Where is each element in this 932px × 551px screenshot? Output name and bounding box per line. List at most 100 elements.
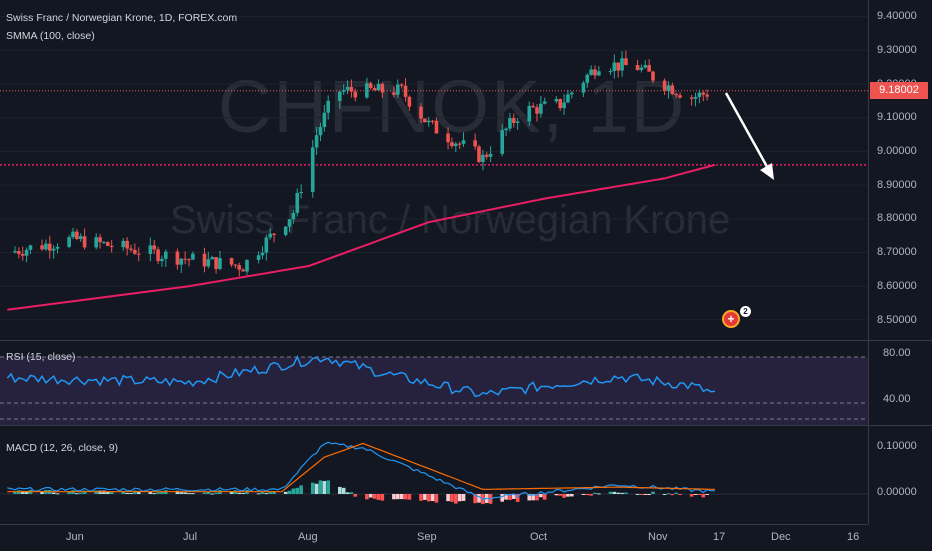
macd-histogram-bar — [454, 494, 458, 504]
macd-histogram-bar — [612, 491, 617, 494]
candle-body — [624, 58, 628, 66]
macd-histogram-bar — [183, 492, 187, 494]
macd-pane[interactable]: MACD (12, 26, close, 9) — [0, 426, 868, 524]
macd-histogram-bar — [376, 494, 381, 500]
candle-body — [670, 85, 675, 95]
macd-histogram-bar — [434, 494, 439, 503]
macd-histogram-bar — [214, 492, 218, 494]
candle-body — [48, 243, 52, 251]
time-axis[interactable]: Jun Jul Aug Sep Oct Nov 17 Dec 16 — [0, 524, 868, 551]
price-tick: 8.50000 — [877, 314, 917, 326]
candle-body — [454, 143, 458, 147]
macd-histogram-bar — [75, 493, 79, 495]
candle-body — [531, 105, 535, 108]
macd-histogram-bar — [678, 494, 682, 495]
macd-histogram-bar — [504, 494, 508, 500]
candle-body — [635, 65, 640, 71]
candle-body — [570, 92, 574, 95]
price-tick: 8.90000 — [877, 179, 917, 191]
swiss-flag-icon[interactable]: + — [722, 310, 740, 328]
candle-body — [616, 62, 620, 71]
candle-body — [272, 233, 276, 235]
candle-body — [535, 107, 539, 114]
candle-body — [674, 94, 678, 96]
candle-body — [372, 88, 377, 91]
candle-body — [187, 259, 191, 261]
rsi-tick: 40.00 — [883, 393, 911, 405]
rsi-legend[interactable]: RSI (15, close) — [6, 351, 76, 363]
candle-body — [125, 240, 129, 249]
candle-body — [13, 251, 17, 253]
price-tick: 8.60000 — [877, 280, 917, 292]
price-tick: 9.30000 — [877, 44, 917, 56]
candle-body — [245, 259, 249, 272]
macd-histogram-bar — [620, 492, 624, 494]
candle-body — [515, 121, 520, 123]
candle-body — [345, 86, 350, 90]
macd-histogram-bar — [535, 494, 539, 501]
candle-body — [473, 140, 477, 147]
candle-body — [457, 143, 462, 145]
event-count-badge[interactable]: 2 — [740, 306, 751, 317]
price-chart-svg[interactable] — [0, 0, 868, 340]
candle-body — [376, 83, 381, 91]
candle-body — [430, 120, 435, 122]
candle-body — [287, 219, 292, 227]
price-tick: 9.00000 — [877, 145, 917, 157]
macd-histogram-bar — [310, 482, 315, 494]
rsi-line — [6, 355, 715, 398]
time-tick: 16 — [847, 531, 860, 543]
candle-body — [666, 85, 671, 91]
candle-body — [218, 258, 222, 269]
macd-histogram-bar — [562, 494, 566, 498]
rsi-pane[interactable]: RSI (15, close) — [0, 341, 868, 425]
macd-histogram-bar — [635, 493, 640, 495]
macd-histogram-bar — [24, 490, 29, 494]
candle-body — [136, 253, 141, 255]
price-pane[interactable]: CHFNOK, 1D Swiss Franc / Norwegian Krone… — [0, 0, 868, 340]
pane-separator[interactable] — [0, 425, 932, 426]
candle-body — [481, 154, 485, 163]
candle-body — [697, 92, 702, 97]
candle-body — [542, 101, 547, 104]
candle-body — [322, 112, 327, 128]
candle-body — [75, 231, 79, 239]
macd-histogram-bar — [237, 492, 242, 494]
macd-histogram-bar — [67, 491, 71, 494]
candle-body — [593, 69, 597, 76]
macd-histogram-bar — [515, 494, 520, 502]
candle-body — [508, 118, 512, 129]
macd-histogram-bar — [210, 493, 214, 495]
macd-histogram-bar — [693, 494, 698, 495]
signal-line — [7, 442, 715, 493]
macd-histogram-bar — [477, 494, 481, 503]
macd-histogram-bar — [593, 492, 597, 494]
time-tick: Dec — [771, 531, 791, 543]
time-tick: Jul — [183, 531, 198, 543]
macd-histogram-bar — [585, 494, 590, 496]
macd-histogram-bar — [597, 493, 601, 495]
macd-legend[interactable]: MACD (12, 26, close, 9) — [6, 442, 119, 454]
candle-body — [67, 237, 71, 247]
candle-body — [450, 142, 454, 147]
smma-legend[interactable]: SMMA (100, close) — [6, 30, 95, 42]
candle-body — [71, 231, 75, 238]
candle-body — [202, 253, 207, 267]
candle-body — [693, 96, 698, 99]
pane-separator[interactable] — [0, 340, 932, 341]
candle-body — [705, 94, 709, 97]
macd-histogram-bar — [558, 494, 562, 496]
candle-body — [651, 71, 655, 81]
candle-body — [264, 237, 269, 253]
macd-histogram-bar — [500, 494, 504, 502]
price-tick: 9.10000 — [877, 111, 917, 123]
macd-histogram-bar — [403, 494, 408, 500]
symbol-legend[interactable]: Swiss Franc / Norwegian Krone, 1D, FOREX… — [6, 12, 238, 24]
candle-body — [689, 97, 694, 99]
price-axis[interactable]: 9.40000 9.30000 9.20000 9.10000 9.00000 … — [868, 0, 932, 524]
candle-body — [24, 249, 29, 256]
candle-body — [94, 237, 98, 248]
macd-histogram-bar — [570, 494, 574, 497]
candle-body — [597, 71, 601, 76]
